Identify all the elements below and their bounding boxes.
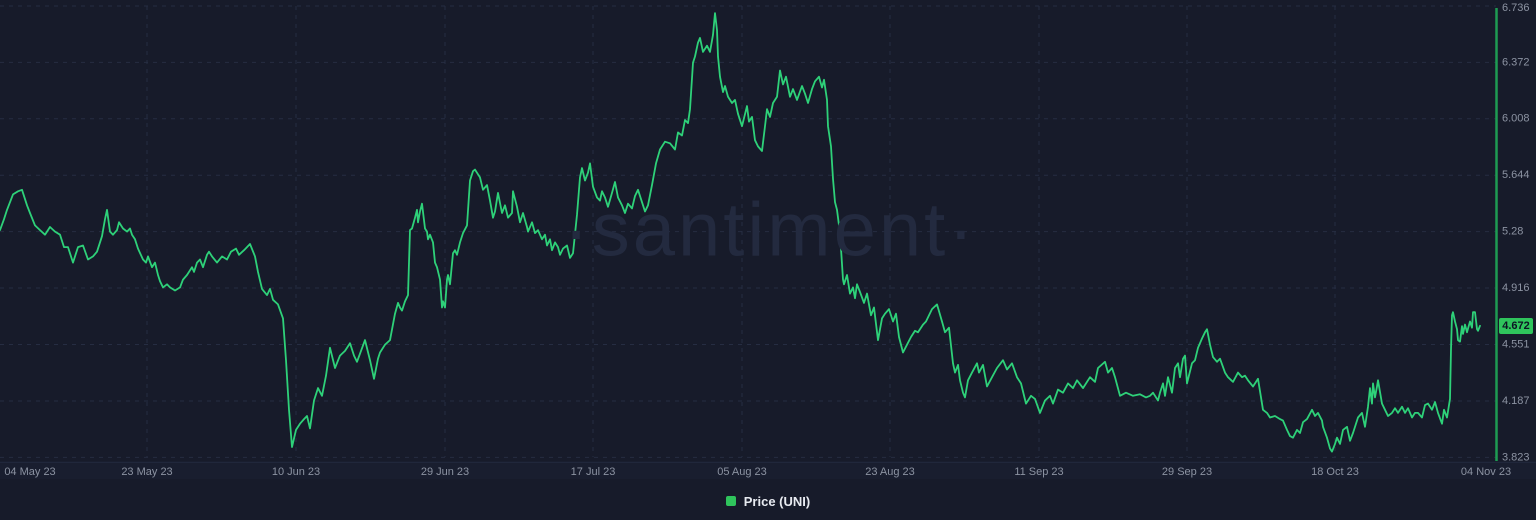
current-price-badge: 4.672 — [1499, 317, 1533, 334]
y-tick-label: 3.823 — [1502, 451, 1530, 463]
chart-legend[interactable]: Price (UNI) — [0, 491, 1536, 511]
x-tick-label: 10 Jun 23 — [272, 466, 320, 478]
x-tick-label: 11 Sep 23 — [1014, 466, 1063, 478]
y-tick-label: 4.916 — [1502, 282, 1530, 294]
y-tick-label: 6.736 — [1502, 2, 1530, 14]
x-tick-label: 05 Aug 23 — [717, 466, 767, 478]
date-axis-band — [0, 461, 1536, 479]
x-tick-label: 04 Nov 23 — [1461, 466, 1511, 478]
price-series-line[interactable] — [0, 12, 1481, 453]
x-tick-label: 29 Jun 23 — [421, 466, 469, 478]
y-tick-label: 4.187 — [1502, 395, 1530, 407]
y-tick-label: 5.28 — [1502, 226, 1523, 238]
legend-label-price: Price (UNI) — [743, 493, 811, 509]
y-tick-label: 6.372 — [1502, 56, 1530, 68]
legend-swatch-price — [725, 496, 736, 506]
y-tick-label: 6.008 — [1502, 113, 1530, 125]
x-tick-label: 23 May 23 — [121, 466, 172, 478]
y-tick-label: 4.551 — [1502, 338, 1530, 350]
x-tick-label: 04 May 23 — [4, 466, 55, 478]
x-tick-label: 18 Oct 23 — [1311, 466, 1359, 478]
x-tick-label: 29 Sep 23 — [1162, 466, 1212, 478]
x-tick-label: 23 Aug 23 — [865, 466, 915, 478]
y-tick-label: 5.644 — [1502, 169, 1530, 181]
x-tick-label: 17 Jul 23 — [571, 466, 616, 478]
